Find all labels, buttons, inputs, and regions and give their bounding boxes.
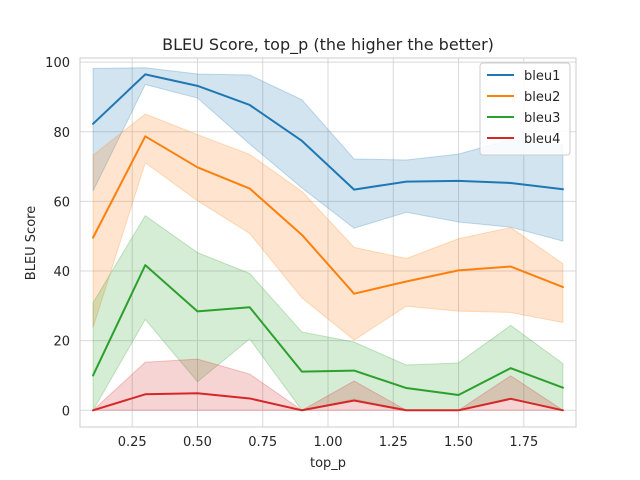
x-tick-label: 1.25	[379, 435, 408, 450]
x-tick-label: 1.75	[509, 435, 538, 450]
band-bleu1	[92, 67, 564, 242]
y-axis-label: BLEU Score	[24, 206, 39, 280]
line-bleu2	[92, 135, 564, 295]
line-bleu3	[92, 264, 564, 396]
plot-frame	[79, 57, 577, 428]
line-bleu4	[92, 392, 564, 412]
x-tick-label: 1.50	[444, 435, 473, 450]
chart-title: BLEU Score, top_p (the higher the better…	[162, 35, 494, 55]
legend-label-bleu2: bleu2	[524, 90, 560, 105]
x-tick-label: 0.50	[183, 435, 212, 450]
y-tick-label: 40	[53, 265, 70, 280]
y-tick-label: 60	[53, 195, 70, 210]
line-bleu1	[92, 73, 564, 191]
x-tick-label: 0.25	[118, 435, 147, 450]
legend-label-bleu1: bleu1	[524, 69, 560, 84]
confidence-bands	[91, 67, 565, 413]
y-tick-label: 0	[62, 404, 70, 419]
x-axis-ticks: 0.25 0.50 0.75 1.00 1.25 1.50 1.75	[118, 435, 539, 450]
y-tick-label: 80	[53, 126, 70, 141]
y-tick-label: 20	[53, 335, 70, 350]
series-lines	[92, 73, 564, 412]
legend-label-bleu3: bleu3	[524, 111, 560, 126]
x-axis-label: top_p	[310, 456, 346, 471]
legend-box	[479, 62, 571, 156]
grid	[80, 58, 576, 427]
legend-label-bleu4: bleu4	[524, 132, 560, 147]
x-tick-label: 1.00	[314, 435, 343, 450]
band-bleu2	[92, 113, 564, 341]
y-tick-label: 100	[45, 56, 70, 71]
legend: bleu1 bleu2 bleu3 bleu4	[479, 62, 571, 156]
x-tick-label: 0.75	[248, 435, 277, 450]
y-axis-ticks: 0 20 40 60 80 100	[45, 56, 70, 419]
